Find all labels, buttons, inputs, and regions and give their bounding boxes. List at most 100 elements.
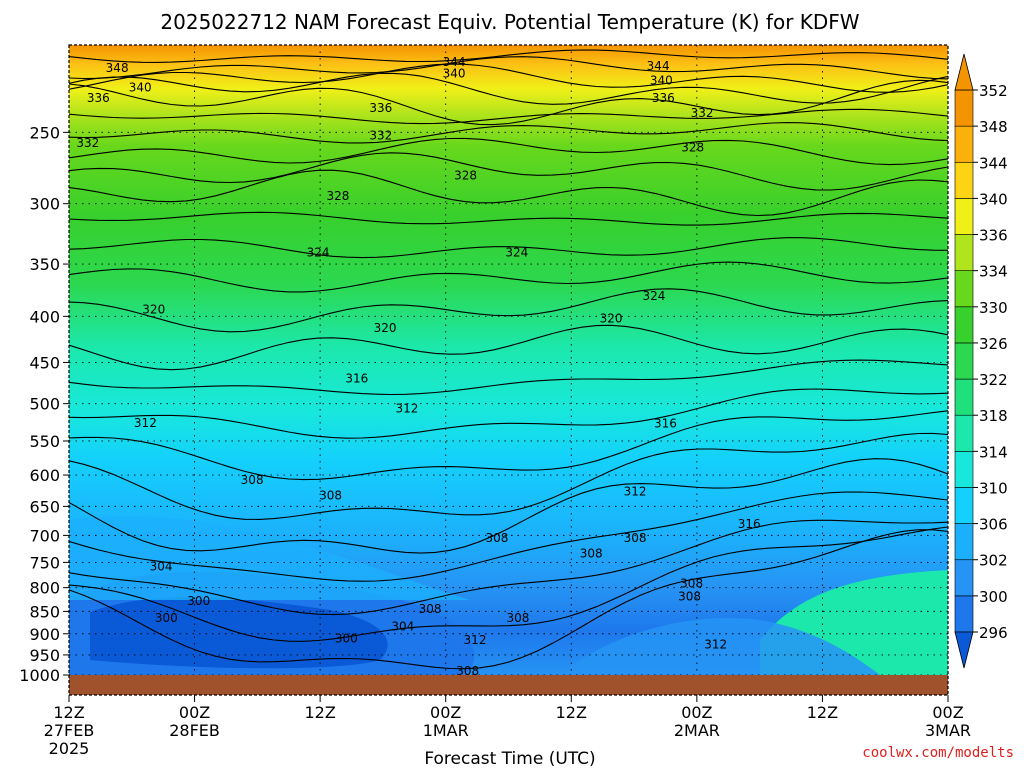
- contour-label: 304: [391, 620, 414, 634]
- contour-line: [69, 237, 948, 259]
- contour-line: [69, 56, 948, 80]
- colorbar-label: 322: [979, 371, 1008, 389]
- y-tick-label: 400: [29, 307, 60, 326]
- plot-frame: [68, 44, 949, 696]
- contour-label: 344: [443, 55, 466, 69]
- contour-lines: [69, 49, 948, 670]
- colorbar-label: 326: [979, 335, 1008, 353]
- contour-label: 320: [374, 321, 397, 335]
- contour-label: 300: [335, 632, 358, 646]
- contour-label: 308: [419, 602, 442, 616]
- contour-label: 304: [150, 560, 173, 574]
- contour-label: 308: [241, 473, 264, 487]
- contour-label: 336: [652, 91, 675, 105]
- contour-label: 336: [87, 91, 110, 105]
- contour-label: 308: [624, 531, 647, 545]
- contour-label: 336: [369, 101, 392, 115]
- contour-line: [69, 72, 948, 105]
- colorbar-label: 296: [979, 624, 1008, 642]
- contour-line: [69, 169, 948, 217]
- contour-line: [69, 410, 948, 481]
- contour-label: 308: [680, 577, 703, 591]
- time-gridlines: [194, 45, 823, 675]
- contour-label: 308: [319, 488, 342, 502]
- y-tick-label: 450: [29, 353, 60, 372]
- contour-line: [69, 79, 948, 126]
- colorbar-segment: [954, 451, 974, 488]
- x-tick-label: 12Z: [304, 703, 335, 722]
- plot-area: 348 3443403443403403363363363323323323283…: [69, 45, 948, 678]
- contour-line: [69, 432, 948, 520]
- colorbar-segment: [954, 487, 974, 524]
- colorbar-label: 300: [979, 588, 1008, 606]
- contour-line: [69, 458, 948, 554]
- x-tick-date: 2MAR: [674, 721, 720, 740]
- contour-line: [69, 491, 948, 582]
- contour-labels: 348 3443403443403403363363363323323323283…: [76, 55, 761, 678]
- contour-label: 328: [454, 168, 477, 182]
- colorbar-segment: [954, 125, 974, 163]
- y-tick-label: 950: [29, 646, 60, 665]
- y-axis: 250 300 350 400 450 500 550 600 650 700 750 800 850 9…: [19, 123, 69, 685]
- x-tick-label: 12Z: [807, 703, 838, 722]
- chart-title: 2025022712 NAM Forecast Equiv. Potential…: [160, 10, 859, 34]
- colorbar-segment: [954, 270, 974, 308]
- contour-label: 312: [704, 637, 727, 651]
- contour-label: 308: [678, 589, 701, 603]
- contour-line: [69, 137, 948, 166]
- x-tick-year: 2025: [49, 739, 90, 758]
- y-tick-label: 350: [29, 255, 60, 274]
- x-tick-label: 00Z: [932, 703, 963, 722]
- contour-line: [69, 152, 948, 191]
- y-tick-label: 250: [29, 123, 60, 142]
- cyan-band-left: [69, 516, 470, 600]
- colorbar-label: 340: [979, 190, 1008, 208]
- contour-label: 324: [505, 246, 528, 260]
- contour-line: [69, 526, 948, 642]
- x-tick-label: 12Z: [556, 703, 587, 722]
- contour-label: 332: [691, 106, 714, 120]
- colorbar-segment: [954, 378, 974, 416]
- contour-label: 316: [654, 417, 677, 431]
- colorbar-label: 334: [979, 263, 1008, 281]
- contour-label: 316: [738, 517, 761, 531]
- x-tick-date: 1MAR: [423, 721, 469, 740]
- colorbar-segment: [954, 161, 974, 199]
- contour-label: 328: [681, 141, 704, 155]
- y-tick-label: 1000: [19, 666, 60, 685]
- contour-line: [69, 519, 948, 616]
- contour-label: 320: [142, 302, 165, 316]
- contour-line: [69, 529, 948, 670]
- y-tick-label: 850: [29, 602, 60, 621]
- contour-line: [69, 63, 948, 93]
- colorbar-label: 310: [979, 479, 1008, 497]
- contour-label: 308: [506, 611, 529, 625]
- colorbar: 296 300 302 306 310 314 318 322 326 330 334 336 340 3…: [954, 53, 1008, 669]
- contour-label: 332: [369, 128, 392, 142]
- colorbar-label: 348: [979, 118, 1008, 136]
- contour-label: 328: [326, 189, 349, 203]
- colorbar-label: 314: [979, 443, 1008, 461]
- y-tick-label: 650: [29, 497, 60, 516]
- y-tick-label: 750: [29, 553, 60, 572]
- contour-line: [69, 359, 948, 396]
- x-tick-date: 3MAR: [925, 721, 971, 740]
- colorbar-segment: [954, 523, 974, 561]
- contour-label: 308: [456, 664, 479, 678]
- x-tick-label: 00Z: [179, 703, 210, 722]
- contour-label: 340: [650, 74, 673, 88]
- credit-text: coolwx.com/modelts: [862, 745, 1014, 761]
- colorbar-segment: [954, 342, 974, 380]
- contour-label: 340: [129, 81, 152, 95]
- y-tick-label: 550: [29, 432, 60, 451]
- colorbar-segment: [954, 559, 974, 597]
- colorbar-segment: [954, 198, 974, 235]
- contour-label: 312: [396, 401, 419, 415]
- contour-label: 320: [600, 311, 623, 325]
- y-tick-label: 600: [29, 466, 60, 485]
- contour-label: 312: [134, 416, 157, 430]
- contour-label: 300: [155, 611, 178, 625]
- y-tick-label: 500: [29, 395, 60, 414]
